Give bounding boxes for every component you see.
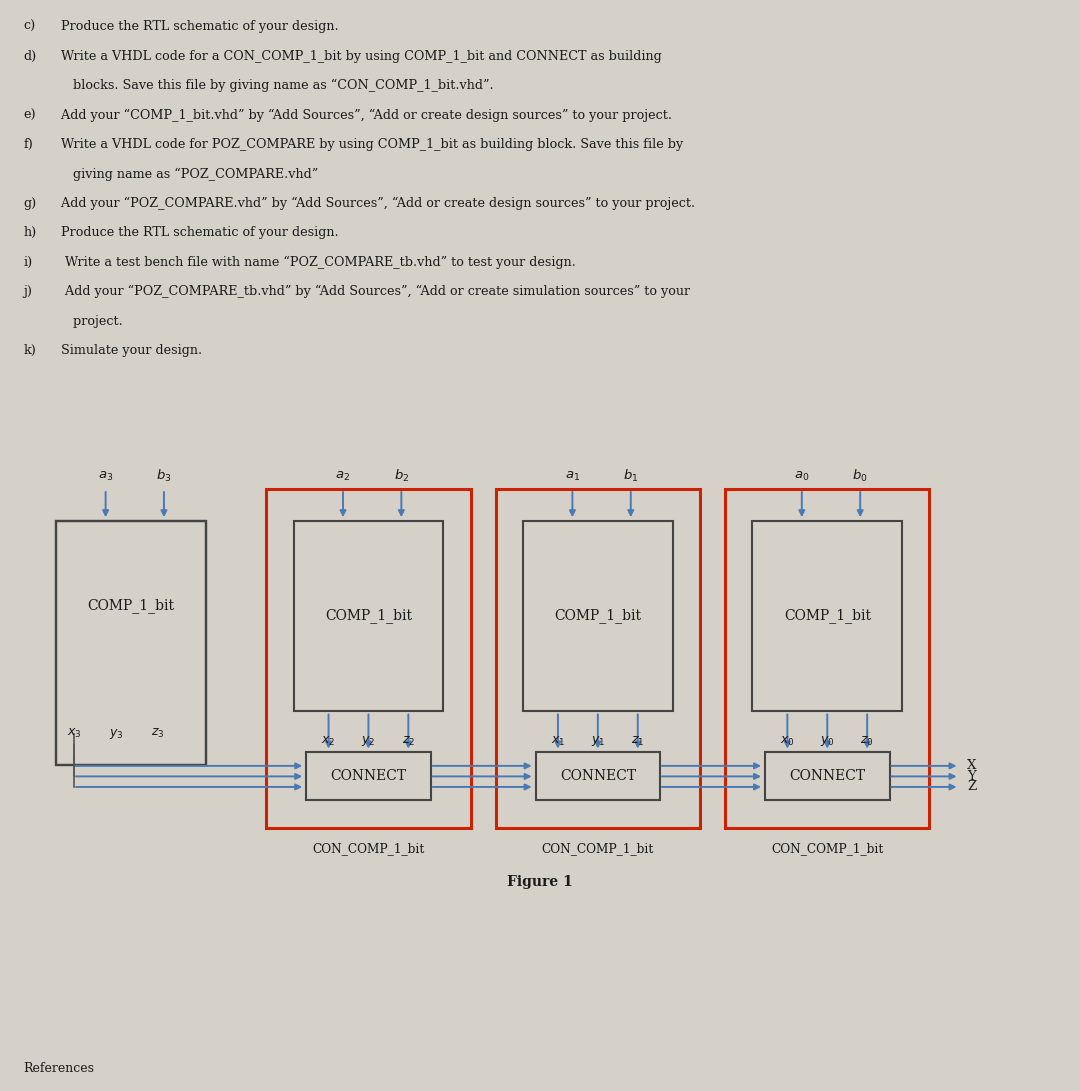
Text: g): g) — [24, 196, 37, 209]
Text: $x_1$: $x_1$ — [551, 735, 565, 748]
Bar — [266, 489, 471, 828]
Text: Write a VHDL code for a CON_COMP_1_bit by using COMP_1_bit and CONNECT as buildi: Write a VHDL code for a CON_COMP_1_bit b… — [53, 50, 662, 63]
Text: CON_COMP_1_bit: CON_COMP_1_bit — [542, 842, 654, 854]
Text: Write a test bench file with name “POZ_COMPARE_tb.vhd” to test your design.: Write a test bench file with name “POZ_C… — [53, 255, 576, 269]
Text: $x_2$: $x_2$ — [322, 735, 336, 748]
Text: CONNECT: CONNECT — [330, 769, 406, 783]
Text: CONNECT: CONNECT — [789, 769, 865, 783]
Text: $y_3$: $y_3$ — [109, 727, 123, 741]
Text: COMP_1_bit: COMP_1_bit — [554, 609, 642, 623]
Text: $b_3$: $b_3$ — [157, 468, 172, 484]
Text: $z_3$: $z_3$ — [151, 727, 165, 740]
Text: Produce the RTL schematic of your design.: Produce the RTL schematic of your design… — [53, 21, 339, 34]
Text: $y_1$: $y_1$ — [591, 734, 605, 748]
Bar — [765, 753, 890, 801]
Text: f): f) — [24, 139, 33, 151]
Text: Produce the RTL schematic of your design.: Produce the RTL schematic of your design… — [53, 226, 339, 239]
Text: Y: Y — [968, 770, 976, 783]
Bar — [306, 753, 431, 801]
Text: $y_0$: $y_0$ — [820, 734, 835, 748]
Bar — [523, 521, 673, 710]
Text: c): c) — [24, 21, 36, 34]
Text: Figure 1: Figure 1 — [508, 875, 572, 889]
Text: CONNECT: CONNECT — [559, 769, 636, 783]
Bar — [536, 753, 660, 801]
Text: $z_0$: $z_0$ — [861, 735, 874, 748]
Text: project.: project. — [53, 314, 123, 327]
Text: i): i) — [24, 255, 32, 268]
Text: Add your “COMP_1_bit.vhd” by “Add Sources”, “Add or create design sources” to yo: Add your “COMP_1_bit.vhd” by “Add Source… — [53, 109, 672, 122]
Text: e): e) — [24, 109, 36, 121]
Text: k): k) — [24, 344, 37, 357]
Bar — [753, 521, 902, 710]
Bar — [496, 489, 700, 828]
Text: Add your “POZ_COMPARE.vhd” by “Add Sources”, “Add or create design sources” to y: Add your “POZ_COMPARE.vhd” by “Add Sourc… — [53, 196, 696, 211]
Bar — [294, 521, 443, 710]
Text: $x_3$: $x_3$ — [67, 727, 81, 740]
Text: $b_0$: $b_0$ — [852, 468, 868, 484]
Text: COMP_1_bit: COMP_1_bit — [784, 609, 870, 623]
Text: Simulate your design.: Simulate your design. — [53, 344, 202, 357]
Text: $z_1$: $z_1$ — [631, 735, 645, 748]
Text: References: References — [24, 1062, 94, 1075]
Text: h): h) — [24, 226, 37, 239]
Text: X: X — [968, 759, 976, 772]
Text: Z: Z — [968, 780, 976, 793]
Text: $b_1$: $b_1$ — [623, 468, 638, 484]
Text: $a_1$: $a_1$ — [565, 469, 580, 482]
Bar — [56, 521, 206, 766]
Text: $x_0$: $x_0$ — [780, 735, 795, 748]
Text: $y_2$: $y_2$ — [362, 734, 376, 748]
Text: $z_2$: $z_2$ — [402, 735, 415, 748]
Text: giving name as “POZ_COMPARE.vhd”: giving name as “POZ_COMPARE.vhd” — [53, 167, 319, 181]
Text: d): d) — [24, 50, 37, 63]
Text: Write a VHDL code for POZ_COMPARE by using COMP_1_bit as building block. Save th: Write a VHDL code for POZ_COMPARE by usi… — [53, 139, 684, 151]
Text: Add your “POZ_COMPARE_tb.vhd” by “Add Sources”, “Add or create simulation source: Add your “POZ_COMPARE_tb.vhd” by “Add So… — [53, 285, 690, 299]
Bar — [56, 521, 206, 766]
Text: $a_0$: $a_0$ — [794, 469, 810, 482]
Text: $a_2$: $a_2$ — [336, 469, 351, 482]
Text: COMP_1_bit: COMP_1_bit — [325, 609, 411, 623]
Text: j): j) — [24, 285, 32, 298]
Text: CON_COMP_1_bit: CON_COMP_1_bit — [771, 842, 883, 854]
Text: $b_2$: $b_2$ — [394, 468, 409, 484]
Text: $a_3$: $a_3$ — [98, 469, 113, 482]
Bar — [725, 489, 930, 828]
Text: blocks. Save this file by giving name as “CON_COMP_1_bit.vhd”.: blocks. Save this file by giving name as… — [53, 80, 494, 93]
Text: CON_COMP_1_bit: CON_COMP_1_bit — [312, 842, 424, 854]
Text: COMP_1_bit: COMP_1_bit — [87, 598, 175, 613]
